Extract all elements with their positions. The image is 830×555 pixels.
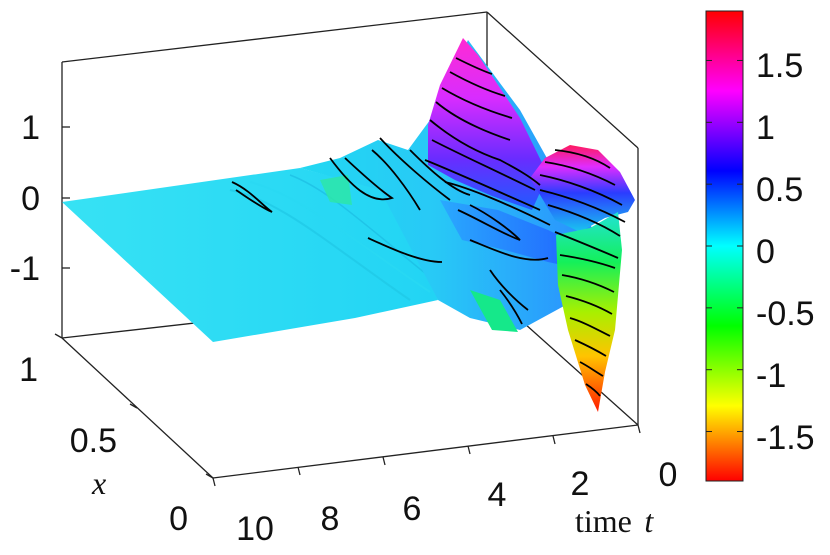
contour-lines xyxy=(231,57,626,397)
x-axis-ticks: 1 0.5 0 x xyxy=(19,351,188,538)
contour-line xyxy=(455,57,493,75)
z-tick-label: -1 xyxy=(10,250,40,288)
contour-line xyxy=(435,101,511,141)
contour-line xyxy=(565,295,613,315)
axes-box-front xyxy=(61,337,639,479)
contour-line xyxy=(371,149,421,211)
contour-line xyxy=(579,361,604,377)
colorbar-tick-label: -1 xyxy=(756,357,786,395)
contour-line xyxy=(424,159,541,211)
contour-line xyxy=(554,231,619,259)
colorbar-tick-label: -1.5 xyxy=(756,419,815,457)
contour-line xyxy=(585,383,601,397)
contour-line xyxy=(367,237,443,263)
colorbar-tick-label: 1 xyxy=(756,109,775,147)
contour-line xyxy=(469,239,549,261)
colorbar-tick-label: 0.5 xyxy=(756,171,803,209)
surface-peak-main xyxy=(428,38,548,210)
contour-line xyxy=(231,181,273,213)
tick-marks xyxy=(54,126,641,487)
colorbar: 1.5 1 0.5 0 -0.5 -1 -1.5 xyxy=(705,10,815,482)
contour-line xyxy=(544,161,616,186)
t-axis-label: time t xyxy=(575,503,654,539)
contour-line xyxy=(431,139,536,191)
contour-line xyxy=(489,269,529,311)
surface-ridge xyxy=(249,181,431,293)
colorbar-ticks: 1.5 1 0.5 0 -0.5 -1 -1.5 xyxy=(756,47,815,457)
contour-line xyxy=(547,204,621,237)
t-tick-label: 10 xyxy=(236,510,274,548)
contour-line xyxy=(409,149,471,196)
contour-line xyxy=(457,204,521,241)
x-tick-label: 0 xyxy=(169,500,188,538)
z-tick-label: 1 xyxy=(21,109,40,147)
contour-line xyxy=(449,71,506,97)
contour-line xyxy=(574,339,607,357)
contour-line xyxy=(569,317,611,337)
t-axis-ticks: 10 8 6 4 2 0 time t xyxy=(236,456,677,548)
t-tick-label: 8 xyxy=(321,500,340,538)
x-tick-label: 1 xyxy=(19,351,38,389)
contour-line xyxy=(539,174,623,206)
t-tick-label: 6 xyxy=(403,490,422,528)
surface-ridge xyxy=(289,174,441,286)
colorbar-tick-label: -0.5 xyxy=(756,295,815,333)
contour-line xyxy=(559,254,616,269)
contour-line xyxy=(444,181,551,226)
contour-line xyxy=(329,157,395,201)
z-axis-ticks: 1 0 -1 xyxy=(10,109,40,288)
surface-trough xyxy=(556,212,622,412)
t-tick-label: 0 xyxy=(659,456,678,494)
surface-ridge xyxy=(229,189,411,301)
x-tick-label: 0.5 xyxy=(70,422,117,460)
contour-line xyxy=(429,119,541,186)
x-axis-label: x xyxy=(91,465,106,501)
surface-green-dip xyxy=(470,290,518,332)
colorbar-tick-label: 1.5 xyxy=(756,47,803,85)
t-tick-label: 2 xyxy=(571,465,590,503)
contour-line xyxy=(499,289,523,325)
contour-line xyxy=(554,149,611,169)
contour-line xyxy=(441,87,513,119)
contour-line xyxy=(561,274,615,293)
z-tick-label: 0 xyxy=(21,180,40,218)
t-tick-label: 4 xyxy=(488,476,507,514)
surface-green-dip xyxy=(320,175,352,205)
colorbar-tickmarks xyxy=(706,59,743,433)
contour-line xyxy=(379,137,451,201)
colorbar-tick-label: 0 xyxy=(756,233,775,271)
contour-line xyxy=(539,189,626,223)
